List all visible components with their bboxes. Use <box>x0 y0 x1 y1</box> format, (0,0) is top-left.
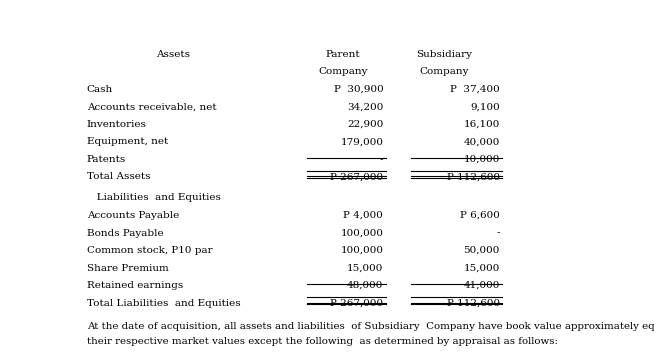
Text: Retained earnings: Retained earnings <box>87 281 183 290</box>
Text: 16,100: 16,100 <box>464 120 500 129</box>
Text: 48,000: 48,000 <box>347 281 383 290</box>
Text: 34,200: 34,200 <box>347 102 383 111</box>
Text: At the date of acquisition, all assets and liabilities  of Subsidiary  Company h: At the date of acquisition, all assets a… <box>87 323 654 331</box>
Text: Bonds Payable: Bonds Payable <box>87 229 164 237</box>
Text: Assets: Assets <box>156 49 190 59</box>
Text: P 4,000: P 4,000 <box>343 211 383 220</box>
Text: Cash: Cash <box>87 85 113 94</box>
Text: 15,000: 15,000 <box>464 263 500 273</box>
Text: P 112,600: P 112,600 <box>447 299 500 308</box>
Text: Company: Company <box>419 67 469 76</box>
Text: 41,000: 41,000 <box>464 281 500 290</box>
Text: their respective market values except the following  as determined by appraisal : their respective market values except th… <box>87 337 558 346</box>
Text: 100,000: 100,000 <box>340 246 383 255</box>
Text: 100,000: 100,000 <box>340 229 383 237</box>
Text: Equipment, net: Equipment, net <box>87 137 168 146</box>
Text: Accounts receivable, net: Accounts receivable, net <box>87 102 216 111</box>
Text: Patents: Patents <box>87 155 126 164</box>
Text: 40,000: 40,000 <box>464 137 500 146</box>
Text: P 6,600: P 6,600 <box>460 211 500 220</box>
Text: 179,000: 179,000 <box>340 137 383 146</box>
Text: Share Premium: Share Premium <box>87 263 169 273</box>
Text: Accounts Payable: Accounts Payable <box>87 211 179 220</box>
Text: Total Liabilities  and Equities: Total Liabilities and Equities <box>87 299 241 308</box>
Text: Total Assets: Total Assets <box>87 172 150 181</box>
Text: P 112,600: P 112,600 <box>447 172 500 181</box>
Text: P 267,000: P 267,000 <box>330 172 383 181</box>
Text: Common stock, P10 par: Common stock, P10 par <box>87 246 213 255</box>
Text: -: - <box>496 229 500 237</box>
Text: P 267,000: P 267,000 <box>330 299 383 308</box>
Text: Parent: Parent <box>326 49 360 59</box>
Text: 10,000: 10,000 <box>464 155 500 164</box>
Text: -: - <box>380 155 383 164</box>
Text: Inventories: Inventories <box>87 120 146 129</box>
Text: Subsidiary: Subsidiary <box>416 49 472 59</box>
Text: 22,900: 22,900 <box>347 120 383 129</box>
Text: P  37,400: P 37,400 <box>450 85 500 94</box>
Text: Company: Company <box>318 67 368 76</box>
Text: 9,100: 9,100 <box>470 102 500 111</box>
Text: Liabilities  and Equities: Liabilities and Equities <box>87 193 220 203</box>
Text: 15,000: 15,000 <box>347 263 383 273</box>
Text: 50,000: 50,000 <box>464 246 500 255</box>
Text: P  30,900: P 30,900 <box>334 85 383 94</box>
